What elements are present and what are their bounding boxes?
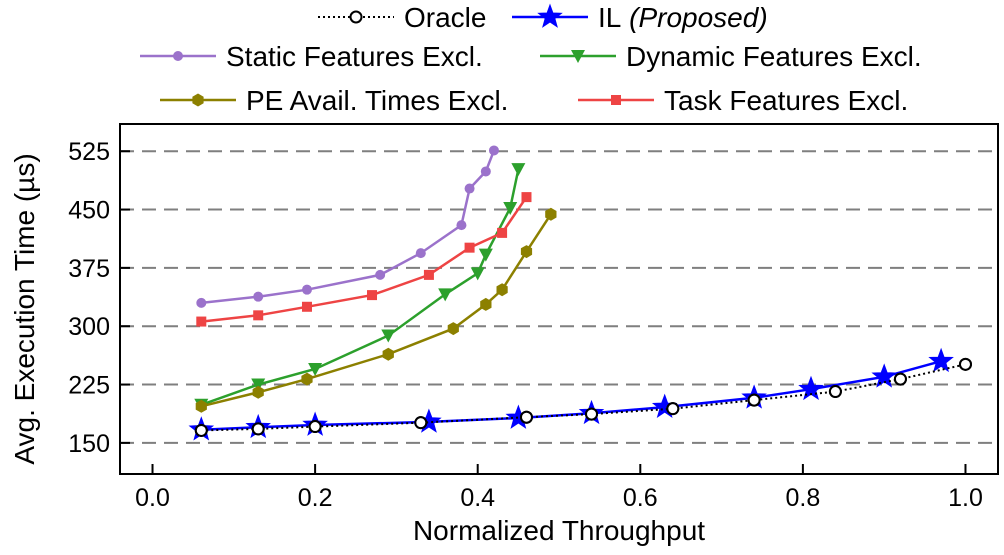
data-point [301,372,313,386]
data-point [253,291,264,302]
series-task-features-excl [196,192,532,327]
x-tick-label: 0.2 [298,484,333,512]
series-line-pe-avail-times-excl [201,213,552,408]
data-point [414,416,428,430]
legend-item-dynamic-features-excl: Dynamic Features Excl. [540,41,922,72]
series-pe-avail-times-excl [195,207,557,413]
legend-label: PE Avail. Times Excl. [246,85,508,116]
legend-marker [611,95,621,105]
data-point [464,183,475,194]
data-point [496,283,508,297]
x-axis-label: Normalized Throughput [413,515,705,546]
series-line-dynamic-features-excl [200,168,520,406]
data-point [480,297,492,311]
y-tick-label: 450 [68,197,110,225]
legend-item-il: IL (Proposed) [512,2,768,33]
data-point [464,242,475,253]
legend-label: Dynamic Features Excl. [626,41,922,72]
y-axis-label: Avg. Execution Time (µs) [9,153,40,464]
data-point [521,192,532,203]
data-point [447,322,459,336]
legend-label: Oracle [404,2,486,33]
legend-marker [349,10,363,24]
data-point [828,385,842,399]
x-axis: 0.0 0.2 0.4 0.6 0.8 1.0 [135,464,983,512]
legend-item-oracle: Oracle [318,2,486,33]
data-point [251,378,266,392]
data-point [497,227,508,238]
data-point [308,363,323,376]
data-point [375,269,386,280]
y-tick-label: 525 [68,138,110,166]
series-line-static-features-excl [201,149,496,305]
series-oracle-markers [194,357,972,437]
data-point [519,410,533,424]
data-point [503,202,518,215]
data-point [585,407,599,421]
data-point [382,347,394,361]
legend-marker [173,51,183,61]
data-point [928,347,954,373]
x-tick-label: 0.6 [623,484,658,512]
x-tick-label: 0.4 [460,484,495,512]
data-point [301,284,312,295]
data-point [415,248,426,259]
y-tick-label: 150 [68,430,110,458]
data-point [308,420,322,434]
series-line-task-features-excl [201,196,528,323]
series-layer [188,145,972,441]
legend-label: IL (Proposed) [598,2,768,33]
plot-frame [119,123,999,475]
y-tick-label: 225 [68,372,110,400]
data-point [381,329,396,343]
data-point [456,220,467,231]
data-point [194,423,208,437]
gridlines [120,150,998,444]
data-point [196,316,207,327]
data-point [252,385,264,399]
x-tick-label: 0.8 [786,484,821,512]
legend-item-static-features-excl: Static Features Excl. [140,41,483,72]
series-static-features-excl [196,145,499,308]
data-point [253,310,264,321]
data-point [520,245,533,259]
data-point [196,297,207,308]
y-tick-label: 300 [68,313,110,341]
data-point [367,290,378,301]
data-point [480,166,491,177]
series-dynamic-features-excl [194,163,526,412]
data-point [893,372,907,386]
legend-label: Task Features Excl. [664,85,908,116]
legend-item-pe-avail-times-excl: PE Avail. Times Excl. [160,85,508,116]
data-point [470,267,485,281]
x-tick-label: 1.0 [948,484,983,512]
legend-label: Static Features Excl. [226,41,483,72]
data-point [488,145,499,156]
data-point [958,357,972,371]
legend-marker [537,3,563,28]
data-point [871,363,897,388]
data-point [666,402,680,416]
data-point [478,248,493,262]
data-point [195,399,207,413]
data-point [301,301,312,312]
y-axis: 150 225 300 375 450 525 [68,138,130,458]
legend-marker [192,93,204,107]
legend-item-task-features-excl: Task Features Excl. [578,85,908,116]
data-point [511,163,526,177]
legend-marker [571,50,585,63]
data-point [798,375,824,401]
data-point [251,422,265,436]
data-point [438,288,453,302]
data-point [545,207,557,221]
x-tick-label: 0.0 [135,484,170,512]
y-tick-label: 375 [68,255,110,283]
data-point [423,269,434,280]
data-point [747,393,761,407]
legend: Oracle IL (Proposed) Static Features Excl.… [140,2,922,116]
